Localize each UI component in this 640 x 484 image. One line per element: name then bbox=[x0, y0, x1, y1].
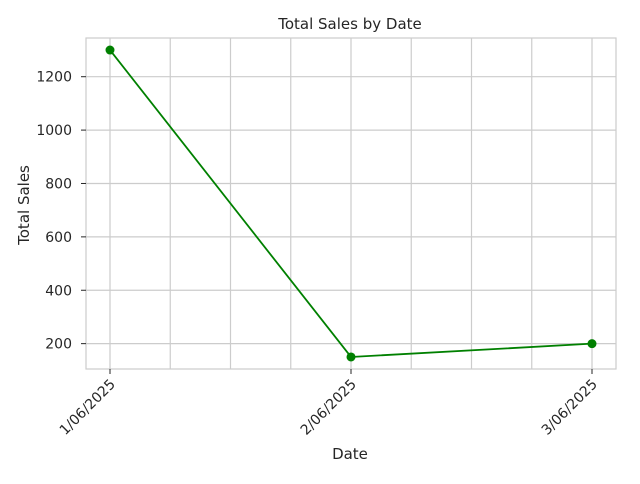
y-tick-label: 1200 bbox=[36, 70, 72, 86]
y-tick-label: 200 bbox=[45, 337, 72, 353]
x-axis-label: Date bbox=[332, 445, 368, 463]
chart-title: Total Sales by Date bbox=[277, 15, 422, 33]
data-point bbox=[105, 45, 115, 55]
y-tick-label: 400 bbox=[45, 283, 72, 299]
data-point bbox=[587, 339, 597, 349]
y-axis-label: Total Sales bbox=[15, 165, 33, 246]
y-tick-labels: 200 400 600 800 1000 1200 bbox=[36, 70, 86, 353]
series bbox=[105, 45, 597, 362]
y-tick-label: 600 bbox=[45, 230, 72, 246]
data-point bbox=[346, 352, 356, 362]
y-tick-label: 800 bbox=[45, 176, 72, 192]
grid bbox=[86, 38, 616, 369]
y-tick-label: 1000 bbox=[36, 123, 72, 139]
